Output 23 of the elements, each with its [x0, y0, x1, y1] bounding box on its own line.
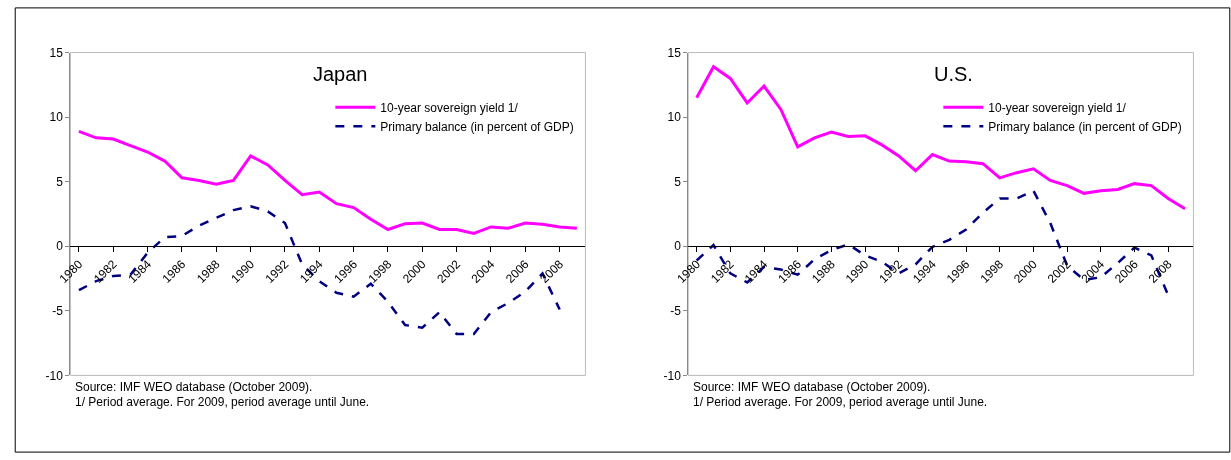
- text: 1/ Period average. For 2009, period average until June.: [693, 395, 988, 409]
- line-series: [695, 65, 1187, 211]
- text: U.S.: [934, 63, 973, 85]
- y-tick-label: 15: [667, 45, 682, 60]
- y-tick-label: 5: [674, 174, 682, 189]
- legend-label: 10-year sovereign yield 1/: [988, 100, 1127, 115]
- y-tick-label: 0: [674, 239, 682, 254]
- y-tick-label: 5: [56, 174, 64, 189]
- source-note: Source: IMF WEO database (October 2009).: [75, 380, 313, 394]
- source-note: Source: IMF WEO database (October 2009).: [693, 380, 931, 394]
- y-tick-label: -5: [52, 304, 64, 319]
- text: Japan: [313, 63, 368, 85]
- y-tick-label: 10: [667, 110, 682, 125]
- y-tick-label: 0: [56, 239, 64, 254]
- y-tick-label: -5: [670, 304, 682, 319]
- y-tick-label: -10: [45, 368, 64, 383]
- legend-label: Primary balance (in percent of GDP): [988, 119, 1182, 134]
- text: 1/ Period average. For 2009, period average until June.: [75, 395, 370, 409]
- legend-label: 10-year sovereign yield 1/: [380, 100, 519, 115]
- y-tick-label: -10: [663, 368, 682, 383]
- y-tick-label: 10: [49, 110, 64, 125]
- y-tick-label: 15: [49, 45, 64, 60]
- legend-label: Primary balance (in percent of GDP): [380, 119, 574, 134]
